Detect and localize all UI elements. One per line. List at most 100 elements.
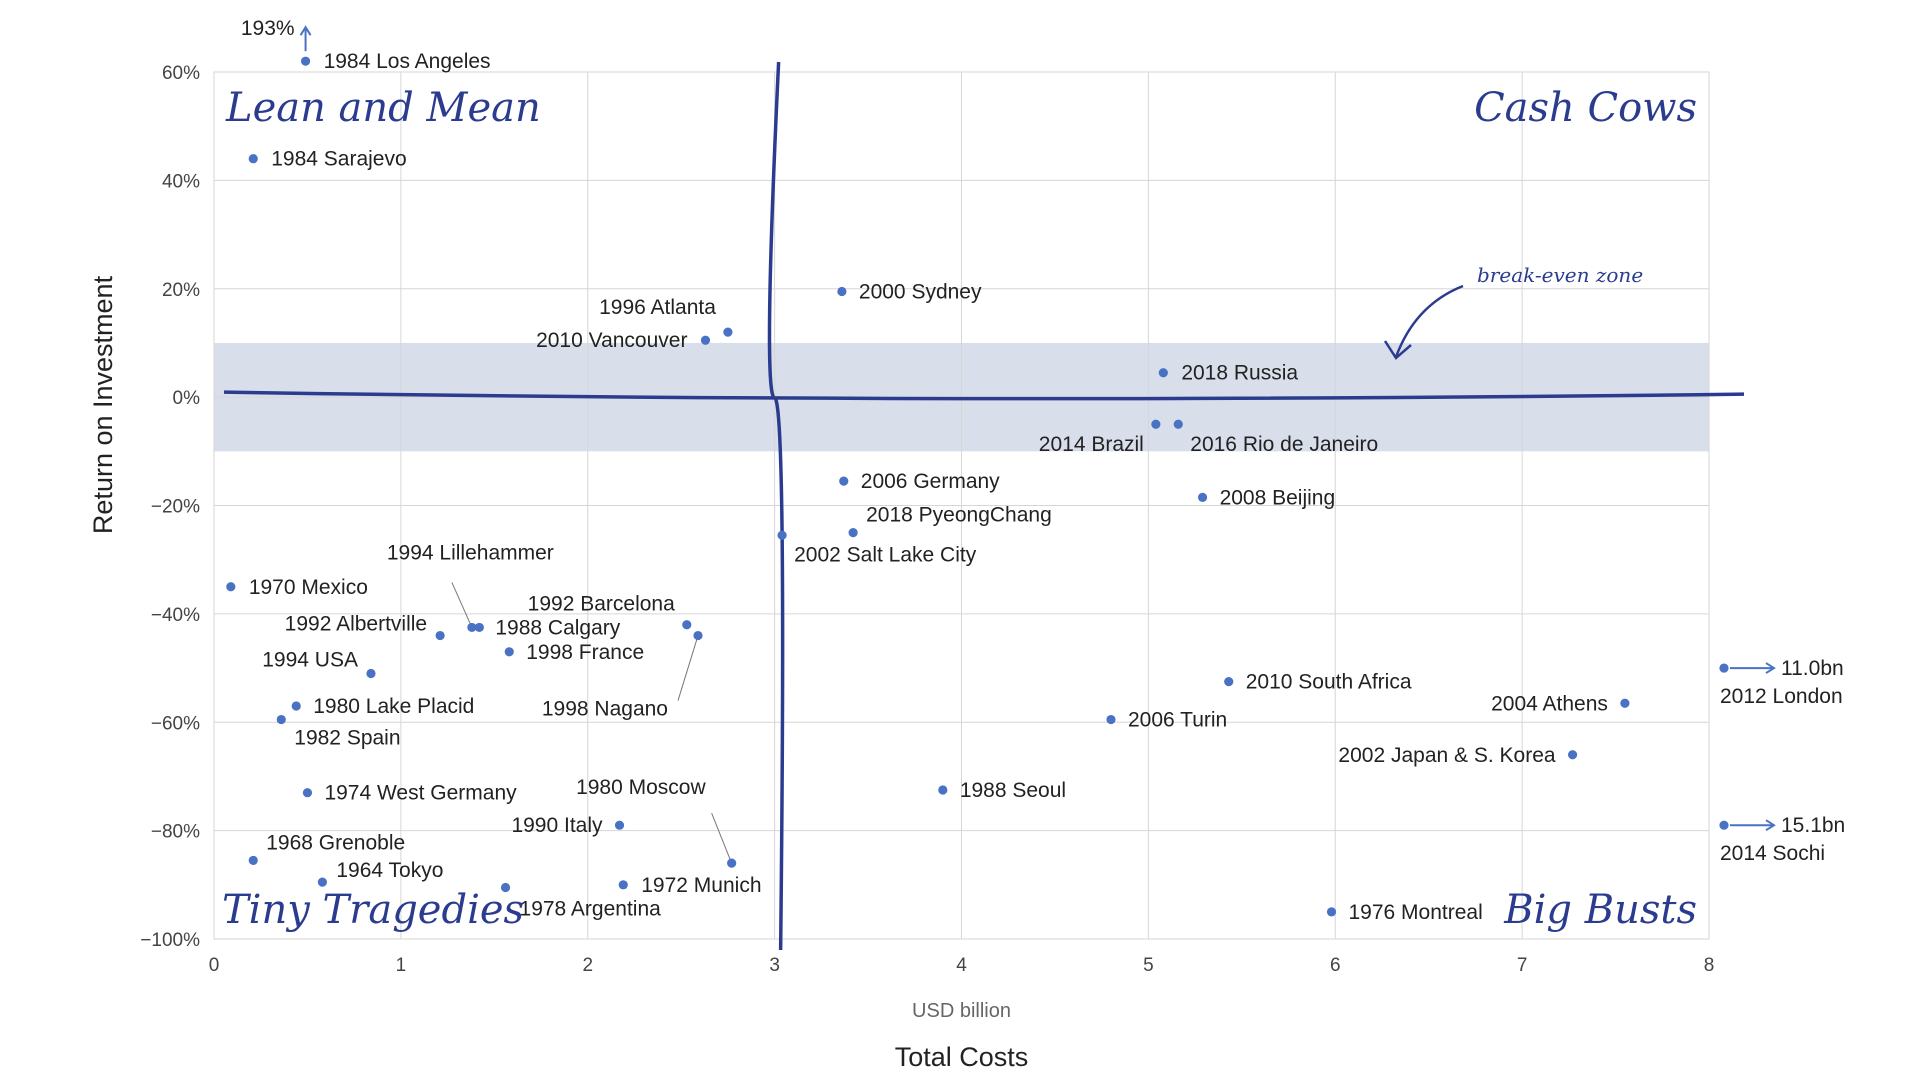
off-scale-point-label: 2014 Sochi — [1720, 842, 1825, 865]
break-even-arrow — [1394, 284, 1464, 358]
data-point — [693, 630, 703, 641]
y-tick-label: −80% — [151, 822, 200, 843]
data-point — [1567, 750, 1578, 760]
point-label: 1998 France — [526, 641, 644, 664]
data-point — [500, 882, 511, 893]
data-point — [848, 527, 858, 538]
point-label: 2016 Rio de Janeiro — [1190, 433, 1378, 456]
x-tick-label: 6 — [1330, 955, 1341, 976]
y-tick-label: 60% — [162, 63, 200, 84]
x-tick-label: 8 — [1704, 955, 1715, 976]
data-point — [474, 622, 484, 633]
point-label: 1996 Atlanta — [599, 296, 716, 319]
point-label: 2004 Athens — [1491, 692, 1608, 715]
data-point — [777, 530, 787, 540]
data-point — [727, 858, 737, 868]
x-axis-units: USD billion — [912, 1000, 1011, 1022]
label-leader-line — [451, 582, 473, 628]
quadrant-label: Cash Cows — [1474, 85, 1697, 131]
point-label: 1990 Italy — [511, 814, 603, 837]
x-tick-label: 0 — [209, 955, 220, 976]
point-label: 2002 Salt Lake City — [794, 543, 977, 566]
label-leader-line — [677, 635, 699, 701]
data-point — [700, 335, 711, 345]
data-point — [226, 582, 236, 592]
actual-value-label: 193% — [241, 17, 295, 40]
axis-layer: Return on Investment USD billion Total C… — [88, 275, 1028, 1072]
x-tick-label: 1 — [396, 955, 407, 976]
point-label: 1992 Barcelona — [528, 593, 675, 616]
data-point — [276, 714, 286, 725]
plot-frame — [213, 71, 1710, 940]
point-label: 1998 Nagano — [542, 698, 668, 721]
data-point — [837, 286, 847, 297]
x-tick-label: 7 — [1517, 955, 1528, 976]
y-tick-label: −20% — [151, 497, 200, 518]
data-point — [839, 476, 849, 486]
data-point — [435, 630, 445, 641]
x-tick-label: 4 — [956, 955, 967, 976]
data-point — [366, 668, 376, 679]
point-label: 2010 South Africa — [1246, 671, 1412, 694]
y-tick-label: 20% — [162, 280, 200, 301]
data-point — [317, 877, 327, 887]
y-tick-label: −60% — [151, 713, 200, 734]
point-label: 1988 Calgary — [495, 616, 620, 639]
x-tick-label: 3 — [769, 955, 780, 976]
off-scale-right-arrowhead — [1765, 819, 1776, 832]
point-label: 1984 Los Angeles — [324, 50, 491, 73]
quadrant-label: Lean and Mean — [225, 85, 541, 131]
x-tick-label: 5 — [1143, 955, 1154, 976]
point-label: 1978 Argentina — [520, 898, 662, 921]
quadrant-label: Tiny Tragedies — [222, 887, 524, 933]
data-point — [1620, 698, 1630, 708]
off-scale-point — [1719, 820, 1729, 830]
data-point — [1151, 419, 1161, 429]
data-point — [1158, 368, 1168, 378]
points-layer: 1984 Los Angeles 193% 1984 Sarajevo 2000 Sy… — [226, 17, 1630, 924]
point-label: 1980 Moscow — [576, 776, 706, 799]
off-scale-up-arrowhead — [299, 25, 312, 36]
label-leader-line — [711, 812, 733, 864]
y-tick-label: 0% — [173, 388, 201, 409]
point-label: 1974 West Germany — [324, 782, 517, 805]
point-label: 1984 Sarajevo — [271, 148, 406, 171]
x-tick-label: 2 — [582, 955, 593, 976]
data-point — [1106, 714, 1116, 725]
quadrant-label: Big Busts — [1503, 887, 1697, 933]
point-label: 2018 PyeongChang — [866, 504, 1052, 527]
data-point — [300, 56, 311, 66]
off-scale-layer: 11.0bn 2012 London 15.1bn 2014 Sochi — [1719, 657, 1845, 865]
point-label: 1980 Lake Placid — [313, 695, 474, 718]
y-tick-label: 40% — [162, 171, 200, 192]
data-point — [1326, 907, 1337, 917]
point-label: 2006 Germany — [861, 470, 1000, 493]
data-point — [614, 820, 625, 830]
break-even-label: break-even zone — [1477, 263, 1643, 287]
point-label: 2008 Beijing — [1220, 486, 1336, 509]
point-label: 1972 Munich — [641, 874, 761, 897]
data-point — [1224, 677, 1234, 687]
point-label: 2000 Sydney — [859, 280, 982, 303]
point-label: 2006 Turin — [1128, 709, 1227, 732]
break-even-arrowhead — [1383, 340, 1412, 360]
y-axis-title: Return on Investment — [88, 275, 118, 534]
vertical-divider-line — [767, 61, 785, 951]
point-label: 2010 Vancouver — [536, 329, 687, 352]
point-label: 1976 Montreal — [1349, 901, 1483, 924]
point-label: 2014 Brazil — [1039, 433, 1144, 456]
data-point — [504, 647, 514, 657]
off-scale-value-label: 15.1bn — [1781, 814, 1845, 837]
data-point — [302, 788, 313, 798]
data-point — [682, 620, 692, 630]
off-scale-point — [1719, 663, 1729, 673]
point-label: 1994 USA — [262, 648, 358, 671]
data-point — [291, 701, 301, 711]
point-label: 1982 Spain — [294, 727, 400, 750]
y-tick-label: −100% — [140, 930, 200, 951]
point-label: 1992 Albertville — [285, 613, 427, 636]
point-label: 1970 Mexico — [249, 576, 368, 599]
quadrant-layer: Lean and Mean Cash Cows Tiny Tragedies Big … — [222, 61, 1745, 951]
off-scale-right-arrowhead — [1765, 662, 1776, 674]
